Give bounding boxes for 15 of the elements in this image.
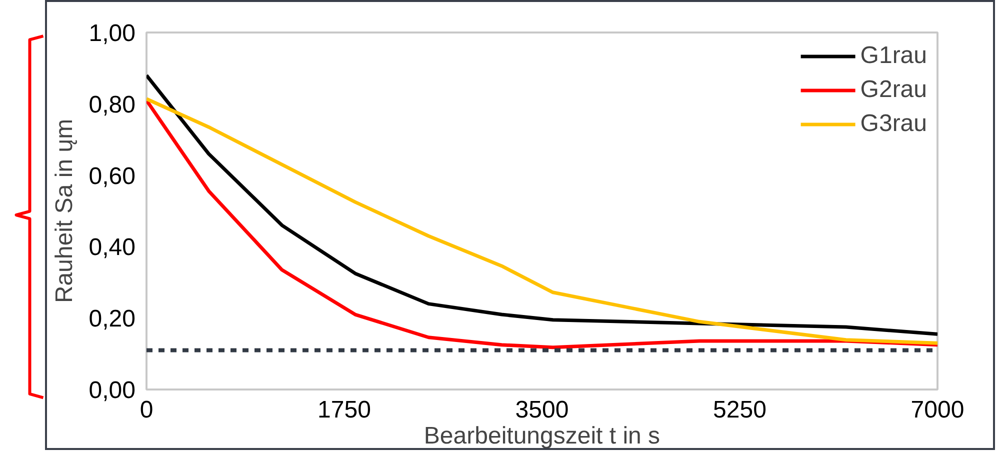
- y-tick-label: 1,00: [88, 20, 136, 47]
- legend-label: G1rau: [860, 42, 927, 70]
- y-tick-label: 0,40: [88, 234, 136, 262]
- y-tick-label: 0,60: [88, 162, 136, 190]
- y-tick-label: 0,00: [88, 377, 136, 404]
- x-tick-label: 5250: [713, 396, 766, 424]
- x-tick-label: 0: [140, 396, 154, 424]
- y-tick-label: 0,80: [88, 91, 136, 118]
- legend-label: G2rau: [860, 76, 927, 104]
- x-tick-label: 1750: [318, 396, 371, 424]
- x-tick-label: 3500: [515, 396, 569, 424]
- x-tick-label: 7000: [910, 396, 964, 424]
- y-tick-label: 0,20: [88, 306, 136, 333]
- legend-label: G3rau: [860, 110, 927, 138]
- y-axis-title: Rauheit Sa in ųm: [50, 118, 78, 304]
